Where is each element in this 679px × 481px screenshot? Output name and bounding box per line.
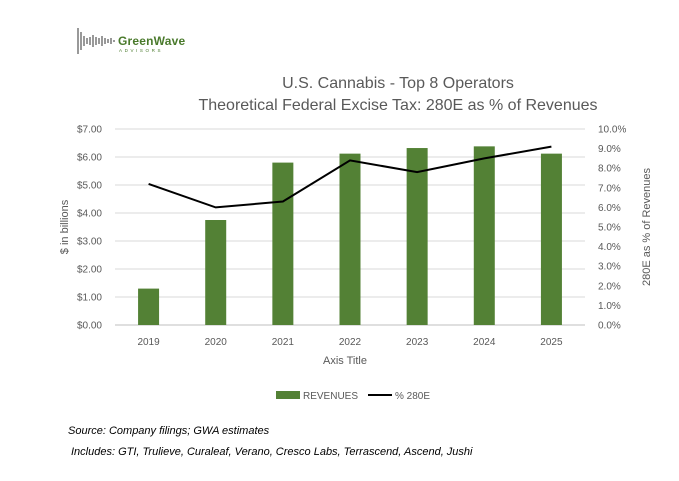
x-axis-title: Axis Title xyxy=(323,355,367,367)
pct-280e-line xyxy=(148,145,552,209)
bar-2021 xyxy=(272,162,294,325)
x-tick-label: 2025 xyxy=(540,337,563,348)
source-note: Source: Company filings; GWA estimates xyxy=(68,425,270,437)
y2-axis-ticks: 0.0% 1.0% 2.0% 3.0% 4.0% 5.0% 6.0% 7.0% 8.0% 9.0%… xyxy=(598,125,626,332)
x-tick-label: 2019 xyxy=(137,337,160,348)
logo-tagline: ADVISORS xyxy=(119,48,164,53)
chart-title: U.S. Cannabis - Top 8 Operators xyxy=(282,75,514,92)
x-tick-label: 2024 xyxy=(473,337,496,348)
legend-label-280e: % 280E xyxy=(395,391,430,402)
y-tick-label: $0.00 xyxy=(77,321,102,332)
bar-2019 xyxy=(138,288,160,325)
bar-2024 xyxy=(473,146,495,325)
y2-tick-label: 1.0% xyxy=(598,301,621,312)
y-tick-label: $5.00 xyxy=(77,181,102,192)
x-tick-label: 2023 xyxy=(406,337,429,348)
y-tick-label: $7.00 xyxy=(77,125,102,136)
logo-name: GreenWave xyxy=(118,34,186,48)
y2-tick-label: 8.0% xyxy=(598,164,621,175)
x-tick-label: 2020 xyxy=(205,337,228,348)
y-tick-label: $3.00 xyxy=(77,237,102,248)
y2-tick-label: 5.0% xyxy=(598,223,621,234)
y-axis-title: $ in billions xyxy=(59,199,71,254)
y2-tick-label: 9.0% xyxy=(598,144,621,155)
bar-2022 xyxy=(339,153,361,325)
chart-subtitle: Theoretical Federal Excise Tax: 280E as … xyxy=(198,97,597,114)
y2-tick-label: 3.0% xyxy=(598,262,621,273)
x-tick-label: 2022 xyxy=(339,337,362,348)
legend-swatch-revenues xyxy=(276,391,300,399)
y2-tick-label: 2.0% xyxy=(598,281,621,292)
y2-tick-label: 10.0% xyxy=(598,125,626,136)
includes-note: Includes: GTI, Trulieve, Curaleaf, Veran… xyxy=(71,446,473,458)
x-axis-ticks: 2019 2020 2021 2022 2023 2024 2025 xyxy=(137,337,563,348)
legend-label-revenues: REVENUES xyxy=(303,391,358,402)
bar-2025 xyxy=(540,153,562,325)
bar-2020 xyxy=(205,220,227,325)
x-tick-label: 2021 xyxy=(272,337,295,348)
y-tick-label: $4.00 xyxy=(77,209,102,220)
y-tick-label: $6.00 xyxy=(77,153,102,164)
y2-tick-label: 4.0% xyxy=(598,242,621,253)
y2-tick-label: 6.0% xyxy=(598,203,621,214)
wave-bars-logo-icon xyxy=(77,28,115,54)
y-axis-ticks: $0.00 $1.00 $2.00 $3.00 $4.00 $5.00 $6.00 $7.00 xyxy=(77,125,102,332)
bar-2023 xyxy=(406,148,428,325)
y2-axis-title: 280E as % of Revenues xyxy=(641,167,653,286)
y2-tick-label: 7.0% xyxy=(598,183,621,194)
y-tick-label: $2.00 xyxy=(77,265,102,276)
y-tick-label: $1.00 xyxy=(77,293,102,304)
combo-chart: U.S. Cannabis - Top 8 Operators Theoreti… xyxy=(59,75,653,402)
y2-tick-label: 0.0% xyxy=(598,321,621,332)
revenue-bars xyxy=(138,146,562,325)
